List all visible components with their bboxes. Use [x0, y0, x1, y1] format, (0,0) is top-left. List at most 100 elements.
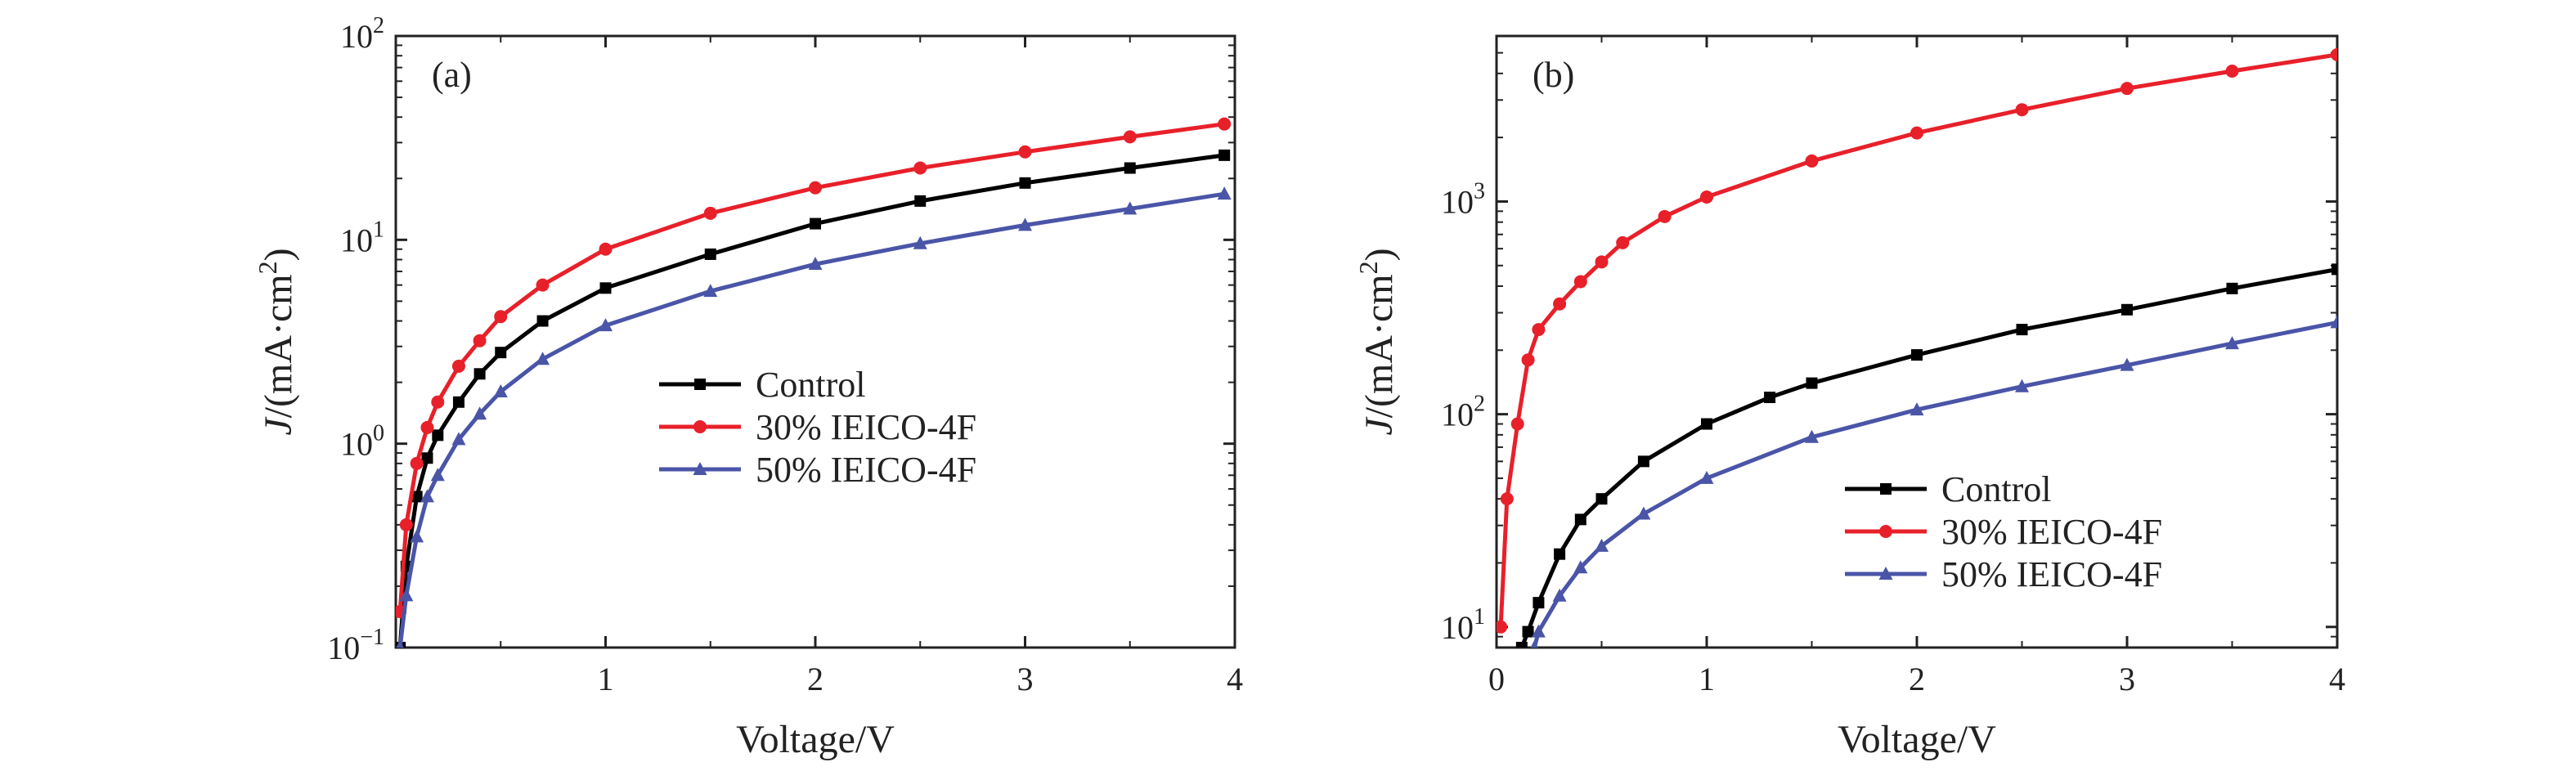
y-axis-label-symbol: J	[257, 416, 300, 436]
legend-item: Control	[1845, 469, 2051, 509]
data-point-circle	[1658, 209, 1672, 223]
data-point-triangle	[1595, 538, 1609, 552]
series-line	[397, 153, 1225, 648]
legend-item: 50% IEICO-4F	[659, 450, 976, 490]
series-triangle	[1530, 315, 2337, 648]
y-axis-label: J/(mA·cm2)	[253, 248, 300, 435]
data-point-circle	[1018, 145, 1032, 159]
data-point-circle	[536, 278, 550, 292]
y-tick-base: 10	[327, 630, 360, 666]
data-point-square	[1595, 493, 1608, 505]
data-point-square	[1764, 392, 1776, 404]
x-tick-label: 3	[1017, 661, 1034, 697]
data-point-triangle	[693, 462, 707, 475]
data-point-triangle	[1530, 640, 1539, 648]
y-tick-exponent: 2	[373, 13, 384, 38]
series-line	[1498, 52, 2337, 627]
y-tick-base: 10	[1441, 609, 1474, 646]
data-point-triangle	[2015, 379, 2029, 392]
data-point-square	[1218, 149, 1231, 161]
data-point-square	[1554, 548, 1566, 560]
data-point-circle	[431, 395, 445, 409]
data-point-triangle	[1573, 560, 1588, 574]
data-point-triangle	[396, 640, 404, 648]
y-tick-label: 101	[1441, 604, 1485, 646]
data-point-circle	[1500, 492, 1514, 506]
legend-label: Control	[756, 365, 865, 405]
data-point-square	[694, 379, 706, 390]
x-tick-label: 2	[1909, 661, 1925, 697]
data-point-triangle	[599, 318, 613, 332]
legend-label: 50% IEICO-4F	[756, 450, 976, 490]
y-tick-label: 102	[340, 13, 384, 55]
data-point-triangle	[2330, 315, 2337, 329]
data-point-circle	[1910, 126, 1923, 140]
data-point-triangle	[493, 384, 508, 398]
data-point-square	[452, 396, 464, 408]
y-tick-base: 10	[340, 222, 373, 258]
data-point-square	[2226, 282, 2238, 294]
data-point-triangle	[1805, 429, 1819, 443]
data-point-triangle	[1910, 402, 1924, 416]
y-tick-base: 10	[340, 426, 373, 463]
data-point-circle	[1510, 417, 1524, 431]
data-point-circle	[913, 161, 927, 175]
data-point-circle	[809, 181, 822, 195]
data-point-triangle	[808, 257, 823, 271]
data-point-square	[411, 491, 423, 503]
data-point-square	[1637, 455, 1649, 468]
data-point-circle	[1218, 117, 1232, 131]
y-tick-exponent: −1	[360, 625, 384, 650]
data-point-square	[473, 368, 486, 380]
x-tick-label: 0	[1488, 661, 1505, 697]
plot-area	[1497, 47, 2337, 648]
y-axis-label-symbol: J	[1358, 416, 1401, 436]
panel-label: (b)	[1533, 55, 1574, 95]
data-point-square	[1019, 177, 1031, 189]
y-tick-label: 10−1	[327, 625, 384, 666]
data-point-square	[810, 217, 821, 230]
y-axis-label-superscript: 2	[253, 261, 282, 274]
data-point-square	[1911, 349, 1923, 361]
series-line	[397, 122, 1225, 612]
series-square	[1515, 263, 2337, 648]
plot-area	[396, 117, 1232, 648]
data-point-square	[1574, 513, 1586, 526]
data-point-square	[1533, 597, 1545, 609]
data-point-circle	[1616, 235, 1630, 249]
data-point-circle	[494, 310, 508, 324]
y-tick-exponent: 1	[1474, 604, 1485, 630]
data-point-circle	[1497, 620, 1508, 634]
data-point-triangle	[1531, 624, 1546, 638]
data-point-circle	[1573, 275, 1587, 289]
y-axis-label-unit: /(mA·cm	[1358, 274, 1401, 418]
data-point-circle	[1879, 525, 1892, 538]
data-point-triangle	[1699, 470, 1714, 484]
y-tick-base: 10	[340, 18, 373, 55]
series-circle	[1497, 47, 2337, 634]
y-tick-exponent: 2	[1474, 392, 1485, 417]
y-tick-exponent: 0	[373, 421, 384, 446]
legend-item: 30% IEICO-4F	[1845, 512, 2162, 552]
series-triangle	[396, 186, 1232, 648]
data-point-square	[1124, 162, 1136, 174]
data-point-circle	[1805, 154, 1819, 168]
plot-frame	[394, 34, 1236, 649]
series-line	[397, 191, 1225, 648]
data-point-triangle	[1878, 567, 1893, 580]
chart-panel-b: 0 1 2 3 4101102103Voltage/VJ/(mA·cm2)(b)Cont…	[1353, 34, 2345, 761]
data-point-circle	[451, 359, 465, 373]
data-point-circle	[599, 242, 613, 256]
data-point-triangle	[913, 235, 927, 249]
data-point-square	[1515, 642, 1528, 648]
data-point-square	[1806, 377, 1818, 389]
data-point-square	[704, 248, 716, 260]
legend-item: 50% IEICO-4F	[1845, 554, 2162, 594]
data-point-triangle	[1636, 506, 1651, 520]
x-axis-label: Voltage/V	[1838, 718, 1996, 761]
data-point-circle	[2331, 47, 2337, 61]
data-point-triangle	[1217, 186, 1232, 200]
